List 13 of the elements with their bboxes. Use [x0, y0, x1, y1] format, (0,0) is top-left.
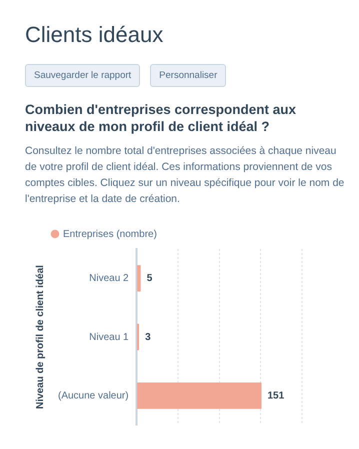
y-tick-label: Niveau 1	[89, 332, 130, 343]
button: Sauvegarder le rapport	[25, 64, 140, 87]
y-tick-label: (Aucune valeur)	[58, 390, 129, 402]
data-label: 151	[267, 390, 285, 402]
legend-label: Entreprises (nombre)	[63, 228, 157, 240]
button: Personnaliser	[150, 64, 226, 87]
data-label: 5	[146, 273, 153, 284]
y-tick-label: Niveau 2	[89, 273, 130, 284]
data-label: 3	[145, 332, 152, 343]
chart-title: Clients idéaux	[25, 21, 164, 49]
text: Consultez le nombre total d'entreprises associées à chaque niveau de votre profil de client idéal. Ces informations proviennent de vos comptes cibles. Cliquez sur un niveau spécifique pour voir le nom de l'entreprise et la date de création.	[25, 144, 346, 207]
y-axis-title: Niveau de profil de client idéal	[34, 264, 46, 409]
chart-subtitle: Combien d'entreprises correspondent aux niveaux de mon profil de client idéal ?	[25, 101, 298, 135]
